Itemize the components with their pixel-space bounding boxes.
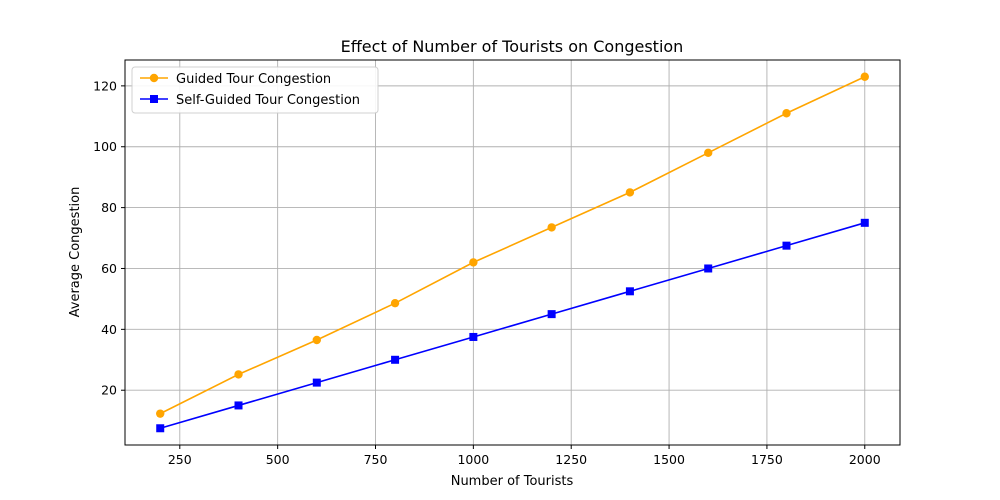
series-1 [156, 218, 869, 433]
data-point [782, 241, 791, 250]
data-point [312, 378, 321, 387]
y-tick-label: 20 [101, 383, 117, 398]
x-axis-ticks: 250 500 750 1000 1250 1500 1750 2000 [168, 445, 881, 467]
plot-frame [124, 59, 901, 446]
x-tick-label: 250 [168, 452, 192, 467]
legend-label-self-guided: Self-Guided Tour Congestion [176, 93, 360, 108]
x-tick-label: 1500 [653, 452, 685, 467]
plot-area [125, 60, 900, 445]
legend-marker-guided [149, 73, 159, 83]
series-line [159, 76, 866, 415]
data-point [312, 335, 321, 345]
data-point [625, 287, 634, 296]
data-point [860, 72, 869, 81]
data-point [625, 188, 635, 197]
data-point [704, 264, 713, 273]
data-point [391, 355, 400, 364]
x-tick-label: 2000 [849, 452, 881, 467]
y-tick-label: 80 [101, 200, 117, 215]
legend-box [131, 66, 379, 114]
data-point [156, 409, 165, 418]
grid [125, 60, 900, 445]
data-point [704, 148, 713, 158]
series-line [160, 222, 865, 430]
chart-title: Effect of Number of Tourists on Congesti… [341, 37, 684, 56]
legend-label-guided: Guided Tour Congestion [176, 72, 331, 87]
data-point [547, 223, 556, 232]
x-axis-label: Number of Tourists [451, 474, 574, 489]
legend-marker-self-guided [150, 95, 158, 103]
series-0 [156, 72, 869, 418]
y-tick-label: 60 [101, 261, 117, 276]
x-tick-label: 1750 [751, 452, 783, 467]
data-point [156, 424, 165, 433]
data-point [234, 370, 243, 379]
x-tick-label: 750 [364, 452, 388, 467]
data-point [469, 258, 478, 267]
y-tick-label: 40 [101, 322, 117, 337]
data-point [469, 332, 478, 341]
y-axis-label: Average Congestion [68, 187, 83, 318]
x-tick-label: 500 [266, 452, 290, 467]
data-point [234, 401, 243, 410]
x-tick-label: 1250 [555, 452, 587, 467]
data-point [547, 310, 556, 319]
data-point [860, 218, 869, 227]
y-axis-ticks: 20 40 60 80 100 120 [93, 78, 125, 398]
x-tick-label: 1000 [457, 452, 489, 467]
y-tick-label: 100 [93, 139, 117, 154]
legend: Guided Tour Congestion Self-Guided Tour … [131, 66, 379, 114]
data-point [390, 298, 400, 308]
series-layer [156, 72, 869, 433]
data-point [782, 109, 791, 118]
y-tick-label: 120 [93, 78, 117, 93]
